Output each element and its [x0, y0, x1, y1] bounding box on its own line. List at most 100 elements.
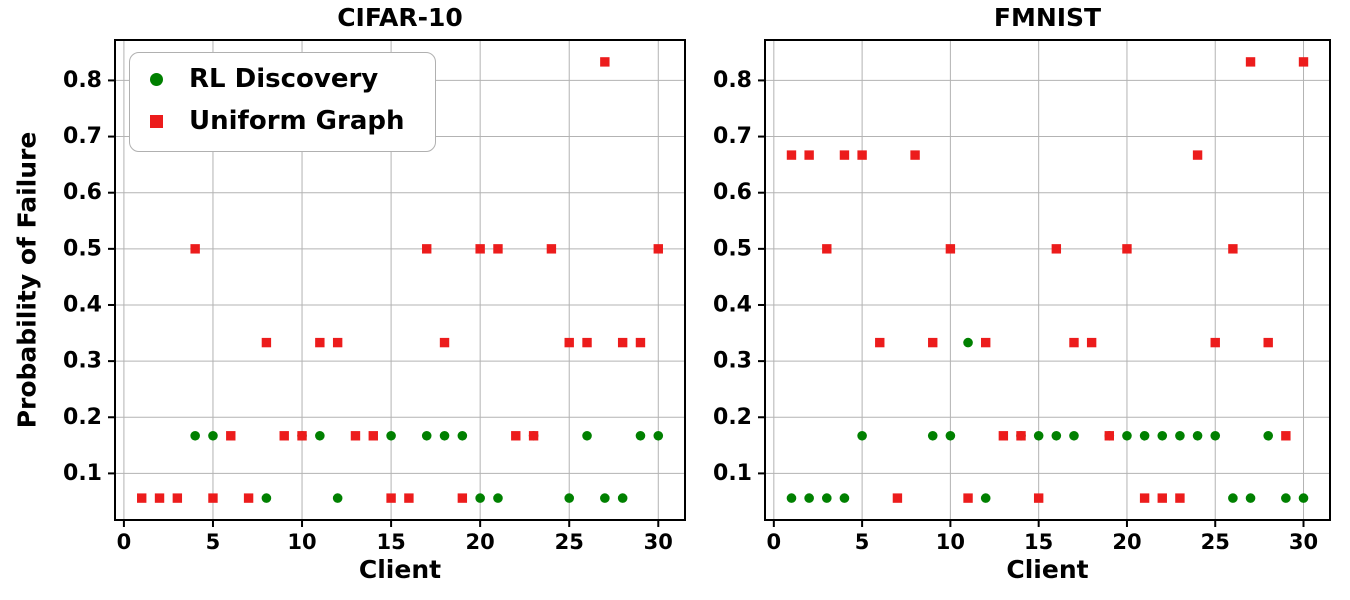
plot-frame	[764, 39, 1331, 521]
data-point-rl-discovery	[457, 430, 468, 441]
data-point-rl-discovery	[857, 430, 867, 441]
x-tick-label: 30	[1289, 530, 1318, 554]
data-point-uniform-graph	[261, 337, 272, 348]
x-axis-label-cifar10: Client	[358, 555, 442, 584]
data-point-uniform-graph	[564, 337, 574, 348]
data-point-rl-discovery	[1033, 430, 1044, 441]
data-point-rl-discovery	[839, 493, 850, 503]
y-tick-label: 0.7	[713, 124, 752, 149]
data-point-uniform-graph	[1104, 431, 1114, 441]
data-point-uniform-graph	[493, 244, 503, 254]
data-point-rl-discovery	[1069, 430, 1079, 441]
data-point-uniform-graph	[998, 431, 1009, 441]
x-tick-label: 10	[936, 530, 965, 554]
y-tick-label: 0.2	[713, 405, 752, 430]
data-point-uniform-graph	[1175, 493, 1185, 503]
data-point-uniform-graph	[1228, 244, 1238, 254]
data-point-uniform-graph	[511, 431, 521, 441]
data-point-uniform-graph	[1245, 57, 1256, 67]
data-point-rl-discovery	[208, 430, 218, 441]
data-point-uniform-graph	[528, 431, 539, 441]
y-tick-label: 0.4	[63, 292, 102, 317]
data-point-rl-discovery	[564, 493, 575, 503]
data-point-uniform-graph	[439, 337, 450, 348]
data-point-uniform-graph	[839, 150, 850, 160]
data-point-rl-discovery	[1175, 430, 1185, 441]
y-tick-label: 0.8	[713, 68, 752, 93]
data-point-uniform-graph	[1157, 493, 1167, 503]
data-point-rl-discovery	[1051, 430, 1062, 441]
data-point-uniform-graph	[422, 244, 432, 254]
data-point-rl-discovery	[653, 430, 664, 441]
legend-item-uniform-graph: Uniform Graph	[150, 105, 405, 137]
data-point-uniform-graph	[857, 150, 867, 160]
data-point-uniform-graph	[1210, 337, 1220, 348]
data-point-rl-discovery	[1139, 430, 1150, 441]
data-point-rl-discovery	[617, 493, 628, 503]
data-point-uniform-graph	[546, 244, 557, 254]
data-point-rl-discovery	[1192, 430, 1203, 441]
data-point-rl-discovery	[1122, 430, 1132, 441]
x-tick-label: 30	[644, 530, 673, 554]
data-point-uniform-graph	[928, 337, 938, 348]
y-tick-label: 0.1	[63, 461, 102, 486]
y-tick-label: 0.2	[63, 405, 102, 430]
data-point-rl-discovery	[439, 430, 450, 441]
data-point-uniform-graph	[653, 244, 663, 254]
x-tick-label: 15	[376, 530, 405, 554]
y-tick-label: 0.7	[63, 124, 102, 149]
x-tick-label: 10	[287, 530, 316, 554]
y-tick-label: 0.5	[63, 236, 102, 261]
data-point-uniform-graph	[582, 337, 592, 348]
data-point-uniform-graph	[457, 493, 468, 503]
scatter-plot-fmnist: 0 5 10 15 20 25 30 0.1 0.2 0.3 0.4 0.5 0.6 0.7 0.8	[713, 39, 1331, 554]
data-point-uniform-graph	[804, 150, 814, 160]
data-point-uniform-graph	[279, 431, 289, 441]
data-point-uniform-graph	[1086, 337, 1097, 348]
data-point-rl-discovery	[963, 337, 973, 348]
data-point-uniform-graph	[1298, 57, 1309, 67]
data-point-rl-discovery	[261, 493, 272, 503]
data-point-rl-discovery	[1228, 493, 1238, 503]
data-point-uniform-graph	[332, 337, 343, 348]
y-axis-label: Probability of Failure	[12, 131, 42, 429]
data-point-rl-discovery	[493, 493, 503, 503]
plot-frame	[114, 39, 686, 521]
data-point-uniform-graph	[617, 337, 628, 348]
data-point-rl-discovery	[1245, 493, 1256, 503]
x-tick-label: 20	[1112, 530, 1141, 554]
data-point-uniform-graph	[475, 244, 485, 254]
data-point-uniform-graph	[1192, 150, 1203, 160]
data-point-rl-discovery	[804, 493, 814, 503]
legend-label-uniform-graph: Uniform Graph	[189, 105, 405, 136]
data-point-rl-discovery	[1298, 493, 1309, 503]
data-point-uniform-graph	[981, 337, 991, 348]
data-point-uniform-graph	[154, 493, 165, 503]
legend: RL Discovery Uniform Graph	[129, 52, 436, 152]
legend-item-rl-discovery: RL Discovery	[150, 64, 405, 95]
y-tick-label: 0.5	[713, 236, 752, 261]
data-point-rl-discovery	[1157, 430, 1168, 441]
data-point-rl-discovery	[386, 430, 396, 441]
data-point-uniform-graph	[963, 493, 973, 503]
data-point-rl-discovery	[635, 430, 646, 441]
data-point-uniform-graph	[892, 493, 903, 503]
data-point-rl-discovery	[945, 430, 956, 441]
data-point-uniform-graph	[1263, 337, 1273, 348]
data-point-uniform-graph	[1122, 244, 1132, 254]
data-point-uniform-graph	[1281, 431, 1291, 441]
data-point-uniform-graph	[386, 493, 396, 503]
plot-title-fmnist: FMNIST	[993, 3, 1102, 32]
data-point-uniform-graph	[1051, 244, 1062, 254]
data-point-uniform-graph	[368, 431, 378, 441]
legend-label-rl-discovery: RL Discovery	[189, 64, 379, 94]
data-point-uniform-graph	[243, 493, 254, 503]
data-point-uniform-graph	[1033, 493, 1044, 503]
data-point-rl-discovery	[475, 493, 485, 503]
data-point-uniform-graph	[137, 493, 147, 503]
data-point-uniform-graph	[1016, 431, 1026, 441]
data-point-uniform-graph	[635, 337, 646, 348]
subplot-fmnist: FMNIST 0 5 10 15 20 25 30 0.1 0.2 0.3 0.4 0.5 0.6 0.7…	[713, 3, 1331, 584]
data-point-rl-discovery	[315, 430, 325, 441]
x-tick-label: 20	[466, 530, 495, 554]
